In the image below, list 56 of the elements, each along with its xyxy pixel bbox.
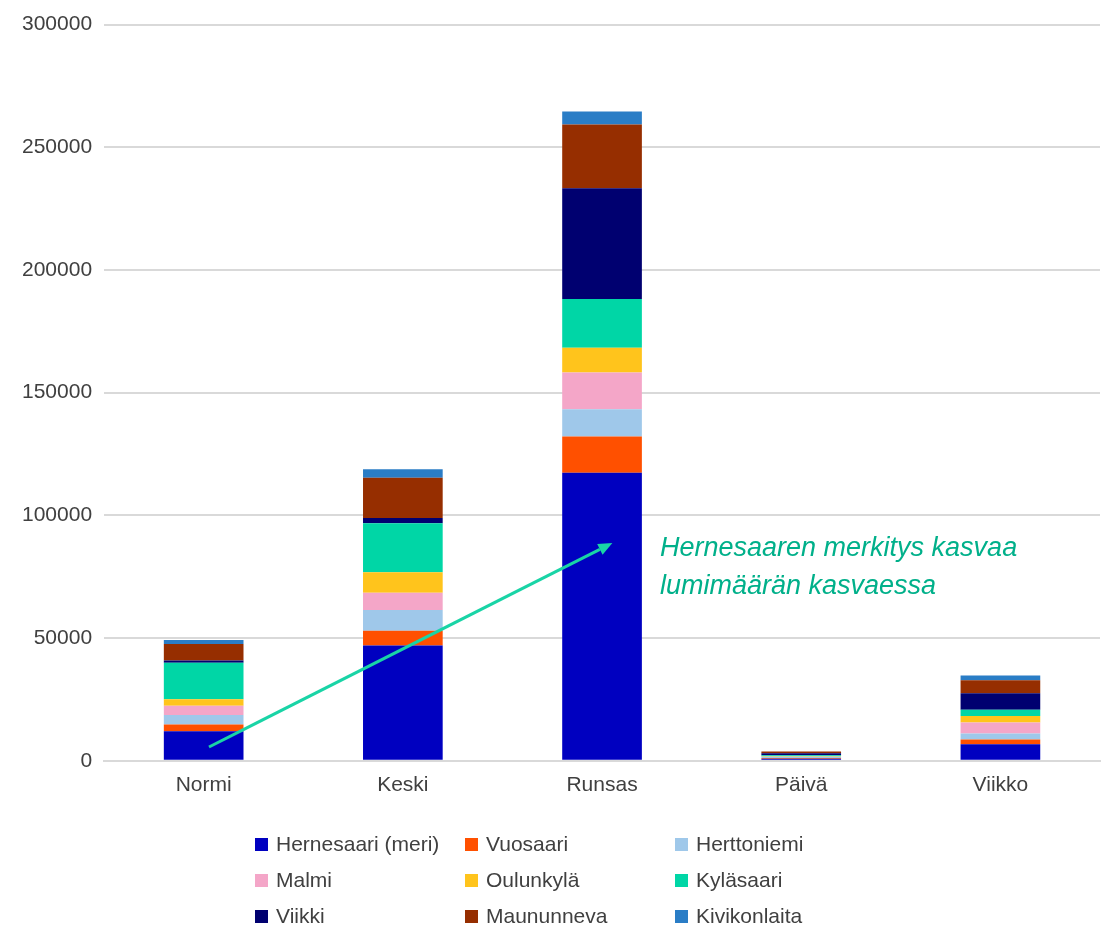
- bar: [562, 472, 642, 760]
- legend-label: Viikki: [276, 904, 325, 928]
- legend-label: Vuosaari: [486, 832, 569, 856]
- y-tick-label: 200000: [22, 256, 93, 280]
- bar: [363, 645, 443, 760]
- legend-label: Herttoniemi: [696, 832, 804, 856]
- legend-label: Maununneva: [486, 904, 608, 928]
- bar: [960, 744, 1041, 760]
- bar: [562, 372, 642, 410]
- legend-label: Oulunkylä: [486, 868, 580, 892]
- bar: [562, 298, 642, 348]
- bar: [163, 660, 244, 663]
- bar: [363, 469, 443, 478]
- bar: [960, 680, 1041, 694]
- y-tick-label: 250000: [22, 134, 93, 158]
- bar: [960, 709, 1041, 716]
- bar: [562, 124, 642, 189]
- bar: [163, 643, 244, 661]
- y-tick-label: 100000: [22, 502, 93, 526]
- bar: [562, 347, 642, 373]
- bar: [363, 609, 443, 631]
- legend-label: Hernesaari (meri): [276, 832, 440, 856]
- bar: [363, 592, 443, 610]
- bar: [163, 640, 244, 644]
- x-tick-label: Päivä: [774, 772, 828, 796]
- bar: [163, 731, 244, 760]
- bar: [960, 693, 1041, 710]
- legend-label: Malmi: [276, 868, 332, 892]
- bar: [562, 436, 642, 473]
- bar: [363, 523, 443, 573]
- bar: [562, 409, 642, 437]
- bar: [163, 724, 244, 732]
- y-tick-label: 0: [80, 747, 93, 771]
- x-tick-label: Keski: [377, 772, 429, 796]
- bar: [960, 715, 1041, 723]
- y-tick-label: 300000: [22, 11, 93, 35]
- x-tick-label: Runsas: [566, 772, 638, 796]
- bar: [363, 518, 443, 524]
- bar: [960, 739, 1041, 745]
- bar: [163, 714, 244, 725]
- bar: [960, 722, 1041, 734]
- legend-label: Kyläsaari: [696, 868, 783, 892]
- y-tick-label: 150000: [22, 379, 93, 403]
- legend-label: Kivikonlaita: [696, 904, 803, 928]
- bar: [163, 699, 244, 706]
- bar: [363, 477, 443, 519]
- bar: [163, 662, 244, 700]
- annotation: Hernesaaren merkitys kasvaa lumimäärän kasvaessa: [660, 531, 1019, 602]
- bar: [960, 675, 1041, 681]
- bar: [363, 572, 443, 593]
- x-tick-label: Viikko: [972, 772, 1029, 796]
- bar: [163, 705, 244, 715]
- y-tick-label: 50000: [33, 624, 93, 648]
- x-tick-label: Normi: [175, 772, 232, 796]
- bar: [562, 111, 642, 125]
- bar: [562, 188, 642, 299]
